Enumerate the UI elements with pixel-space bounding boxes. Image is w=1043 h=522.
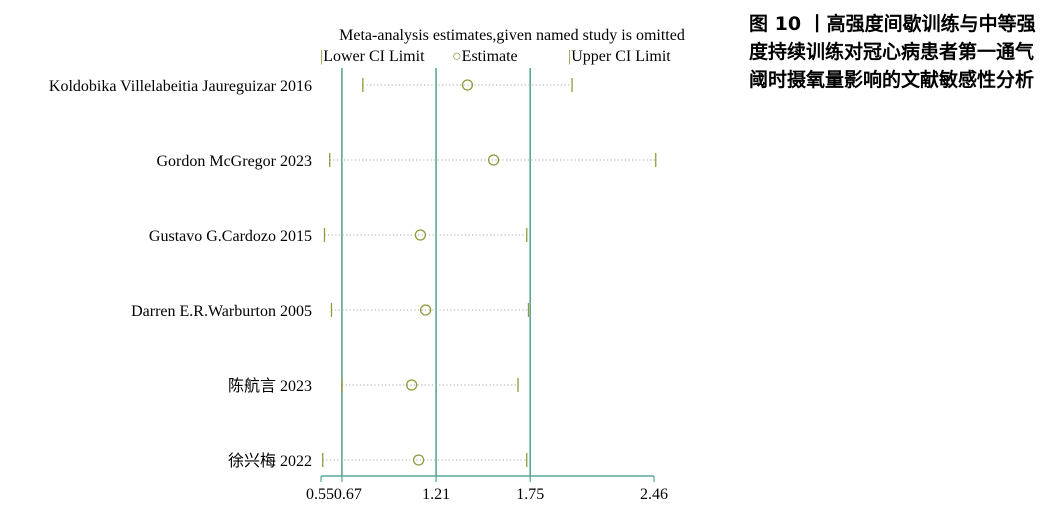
study-label-5: 徐兴梅 2022 <box>228 452 312 470</box>
plot-area: 0.55 0.67 1.21 1.75 2.46 Koldobika Villelabei… <box>49 68 668 503</box>
legend-item-estimate: ○Estimate <box>452 48 518 65</box>
legend-label-upper: Upper CI Limit <box>571 48 671 65</box>
legend-label-estimate: Estimate <box>462 48 518 65</box>
study-label-0: Koldobika Villelabeitia Jaureguizar 2016 <box>49 78 312 95</box>
x-tick-label-2: 1.21 <box>422 486 450 503</box>
x-tick-label-0: 0.55 <box>306 486 334 503</box>
study-label-4: 陈航言 2023 <box>228 377 312 395</box>
estimate-point-3 <box>419 304 432 316</box>
legend-symbol-estimate: ○ <box>452 48 462 65</box>
study-label-1: Gordon McGregor 2023 <box>156 153 312 170</box>
legend-symbol-lower: | <box>320 48 323 65</box>
x-tick-label-3: 1.75 <box>516 486 544 503</box>
legend-item-upper-ci: |Upper CI Limit <box>568 48 671 65</box>
estimate-point-1 <box>487 154 500 166</box>
estimate-point-4 <box>406 379 418 391</box>
figure-caption: 图 10 丨高强度间歇训练与中等强度持续训练对冠心病患者第一通气阈时摄氧量影响的… <box>749 13 1036 91</box>
estimate-point-5 <box>412 454 425 466</box>
legend-symbol-upper: | <box>568 48 571 65</box>
legend-item-lower-ci: |Lower CI Limit <box>320 48 425 65</box>
legend-label-lower: Lower CI Limit <box>323 48 425 65</box>
estimate-point-2 <box>414 229 427 241</box>
x-tick-label-1: 0.67 <box>334 486 362 503</box>
estimate-point-0 <box>461 79 474 91</box>
legend: |Lower CI Limit ○Estimate |Upper CI Limi… <box>320 48 671 65</box>
study-label-2: Gustavo G.Cardozo 2015 <box>149 228 312 245</box>
study-label-3: Darren E.R.Warburton 2005 <box>131 303 312 320</box>
x-tick-label-4: 2.46 <box>640 486 668 503</box>
chart-title: Meta-analysis estimates,given named stud… <box>339 27 685 44</box>
